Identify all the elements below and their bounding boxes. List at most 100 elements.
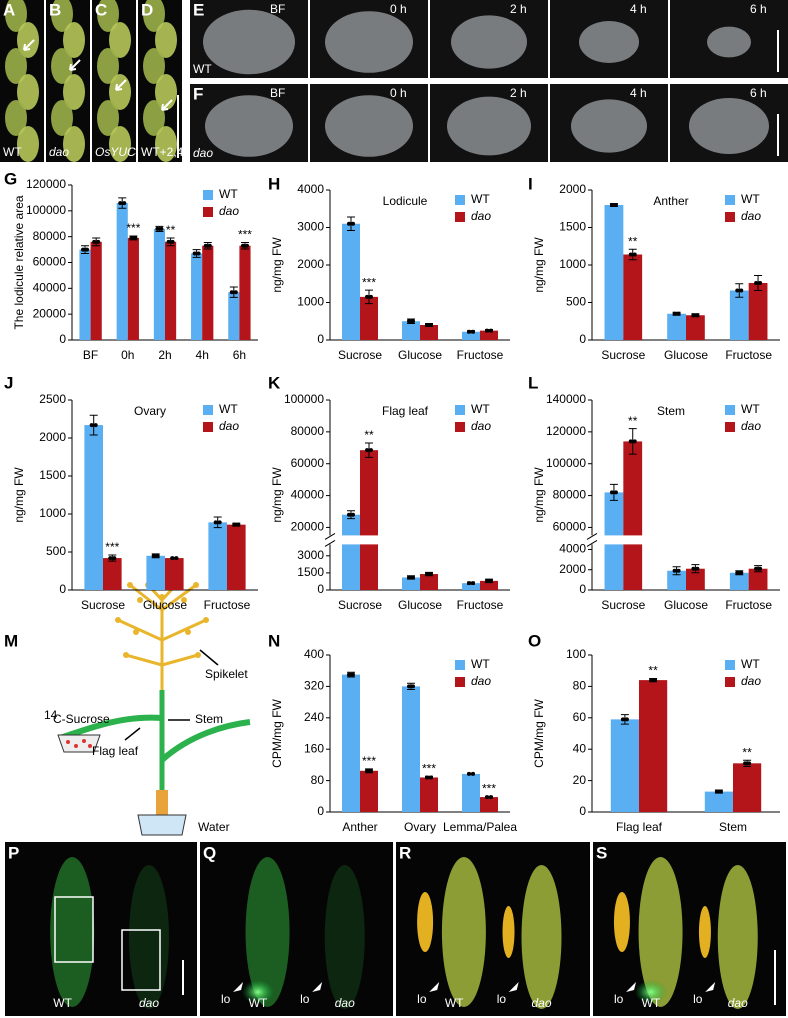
- y-tick-label: 2500: [39, 392, 66, 406]
- data-dot: [695, 313, 700, 318]
- spikelet: [63, 74, 85, 110]
- data-dot: [676, 568, 681, 573]
- legend-label: dao: [219, 419, 239, 433]
- x-tick-label: Sucrose: [601, 348, 645, 362]
- panel-letter: Q: [203, 843, 216, 862]
- panel-letter: A: [3, 0, 15, 19]
- data-dot: [758, 281, 763, 285]
- data-dot: [425, 572, 429, 577]
- data-dot: [96, 239, 101, 244]
- data-dot: [624, 717, 629, 722]
- lodicule-marker: lo: [614, 992, 624, 1006]
- data-dot: [739, 288, 744, 293]
- significance: **: [648, 664, 658, 678]
- x-tick-label: Lemma/Palea: [443, 820, 517, 834]
- chart-title: Stem: [657, 404, 685, 418]
- panel-letter: B: [49, 0, 61, 19]
- spikelet: [17, 22, 39, 58]
- data-dot: [369, 294, 373, 299]
- significance: ***: [482, 781, 496, 795]
- x-tick-label: Fructose: [725, 598, 772, 612]
- x-tick-label: Flag leaf: [616, 820, 663, 834]
- spikelet: [717, 865, 758, 1009]
- panel-letter: O: [528, 631, 541, 650]
- significance: ***: [126, 221, 140, 235]
- bar: [165, 558, 184, 590]
- bar: [623, 254, 643, 340]
- spikelet: [109, 74, 131, 110]
- data-dot: [485, 795, 489, 800]
- data-dot: [207, 243, 212, 248]
- x-tick-label: Fructose: [725, 348, 772, 362]
- y-tick-label: 0: [59, 582, 66, 596]
- bar: [153, 228, 165, 340]
- bar: [228, 292, 240, 340]
- significance: **: [628, 234, 638, 248]
- data-dot: [676, 311, 681, 316]
- bar: [667, 570, 686, 590]
- spikelet: [638, 857, 683, 1007]
- data-dot: [672, 311, 677, 316]
- data-dot: [170, 239, 175, 244]
- data-dot: [467, 329, 471, 334]
- data-dot: [754, 566, 759, 571]
- bar: [623, 544, 643, 590]
- data-dot: [347, 512, 351, 517]
- data-dot: [129, 235, 134, 240]
- genotype-label: dao: [728, 996, 748, 1010]
- data-dot: [632, 439, 637, 444]
- data-dot: [425, 775, 429, 780]
- data-dot: [233, 290, 238, 295]
- bar: [208, 522, 227, 590]
- spikelet: [143, 0, 165, 32]
- data-dot: [609, 203, 614, 207]
- time-label: 2 h: [510, 2, 527, 16]
- panel-letter: H: [268, 174, 280, 193]
- data-dot: [632, 252, 637, 257]
- significance: ***: [422, 761, 436, 775]
- significance: **: [364, 428, 374, 442]
- y-tick-label: 40000: [291, 488, 325, 502]
- bar: [360, 770, 378, 812]
- arrowhead: [233, 982, 244, 992]
- x-tick-label: Glucose: [143, 598, 187, 612]
- data-dot: [217, 520, 222, 525]
- bar: [342, 544, 360, 590]
- y-tick-label: 1500: [559, 220, 586, 234]
- data-dot: [471, 771, 475, 776]
- bar: [360, 296, 378, 340]
- spikelet: [155, 126, 177, 162]
- bar: [604, 544, 624, 590]
- y-tick-label: 160: [304, 741, 324, 755]
- genotype-label: dao: [139, 996, 159, 1010]
- y-tick-label: 3000: [297, 548, 324, 562]
- data-dot: [695, 566, 700, 571]
- spikelet: [63, 22, 85, 58]
- data-dot: [489, 578, 493, 583]
- data-dot: [155, 553, 160, 558]
- data-dot: [691, 313, 696, 318]
- significance: **: [742, 745, 752, 759]
- anthers: [613, 892, 630, 952]
- data-dot: [411, 319, 415, 324]
- significance: ***: [238, 228, 252, 242]
- genotype-label: dao: [531, 996, 551, 1010]
- roi-box: [54, 896, 94, 963]
- lodicule: [451, 15, 527, 69]
- spikelet: [245, 857, 290, 1007]
- lodicule: [205, 95, 293, 157]
- chart-title: Flag leaf: [382, 404, 429, 418]
- bar: [90, 241, 102, 340]
- legend-label: dao: [741, 674, 761, 688]
- data-dot: [365, 448, 369, 453]
- data-dot: [244, 243, 249, 248]
- sucrose-dots: [66, 739, 92, 748]
- data-dot: [471, 329, 475, 334]
- data-dot: [369, 768, 373, 773]
- genotype-label: WT: [445, 996, 464, 1010]
- diagram-label: 14: [44, 708, 58, 722]
- genotype-label: WT: [249, 996, 268, 1010]
- y-tick-label: 120000: [546, 424, 586, 438]
- time-label: 4 h: [630, 2, 647, 16]
- y-axis-label: The lodicule relative area: [12, 195, 26, 329]
